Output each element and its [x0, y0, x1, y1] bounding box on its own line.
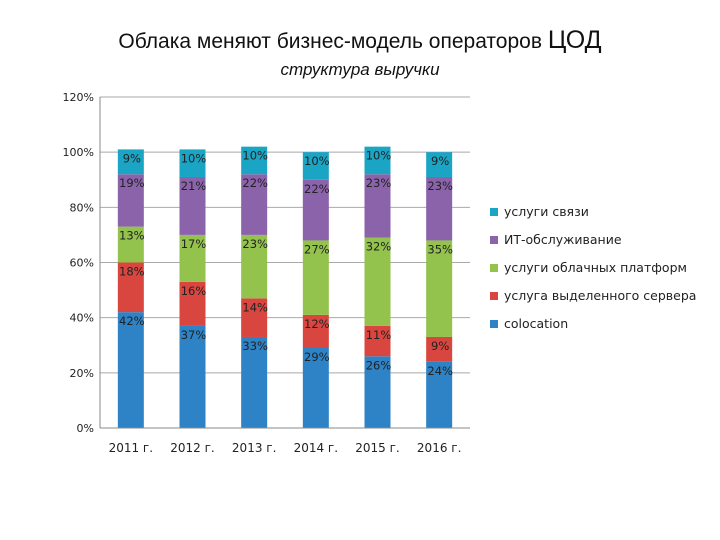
legend-swatch — [490, 292, 498, 300]
data-label: 10% — [304, 154, 330, 168]
slide-title: Облака меняют бизнес-модель операторов Ц… — [0, 26, 720, 55]
bar-segment — [302, 314, 329, 349]
data-label: 35% — [427, 242, 453, 256]
data-label: 11% — [366, 328, 392, 342]
data-label: 21% — [181, 179, 207, 193]
bar-segment — [364, 174, 391, 238]
x-tick-label: 2012 г. — [170, 441, 214, 455]
bar-segment — [302, 348, 329, 428]
legend-label: услуги связи — [504, 204, 589, 219]
bar-segment — [426, 361, 453, 428]
y-tick-label: 60% — [70, 257, 94, 270]
data-label: 18% — [119, 265, 145, 279]
data-label: 12% — [304, 317, 330, 331]
bar-segment — [426, 336, 453, 362]
x-tick-label: 2015 г. — [355, 441, 399, 455]
data-label: 29% — [304, 350, 330, 364]
bar-segment — [179, 281, 206, 326]
y-tick-label: 100% — [63, 146, 94, 159]
bar-segment — [364, 237, 391, 326]
y-tick-label: 20% — [70, 367, 94, 380]
legend-swatch — [490, 208, 498, 216]
data-label: 33% — [242, 339, 268, 353]
data-label: 10% — [242, 149, 268, 163]
bar-segment — [426, 240, 453, 337]
data-label: 26% — [366, 358, 392, 372]
bar-segment — [179, 325, 206, 428]
x-tick-label: 2016 г. — [417, 441, 461, 455]
data-label: 17% — [181, 237, 207, 251]
bar-segment — [241, 336, 268, 428]
data-label: 22% — [304, 182, 330, 196]
data-label: 32% — [366, 240, 392, 254]
bar-segment — [179, 149, 206, 177]
bar-segment — [117, 174, 144, 227]
y-tick-label: 0% — [77, 422, 94, 435]
bar-segment — [426, 152, 453, 177]
bar-segment — [241, 234, 268, 299]
legend-swatch — [490, 320, 498, 328]
data-label: 24% — [427, 364, 453, 378]
bar-segment — [426, 176, 453, 241]
bar-segment — [179, 176, 206, 235]
data-label: 14% — [242, 300, 268, 314]
bar-segment — [241, 298, 268, 337]
data-label: 9% — [431, 339, 449, 353]
bar-segment — [117, 262, 144, 313]
data-label: 23% — [366, 176, 392, 190]
y-tick-label: 40% — [70, 312, 94, 325]
legend-label: ИТ-обслуживание — [504, 232, 622, 247]
data-label: 23% — [427, 179, 453, 193]
bar-segment — [364, 325, 391, 357]
data-label: 37% — [181, 328, 207, 342]
bar-segment — [241, 146, 268, 175]
legend-label: colocation — [504, 316, 568, 331]
bar-segment — [364, 356, 391, 428]
legend-label: услуга выделенного сервера — [504, 288, 696, 303]
data-label: 27% — [304, 242, 330, 256]
legend-swatch — [490, 236, 498, 244]
y-tick-label: 120% — [63, 91, 94, 104]
bar-segment — [117, 312, 144, 428]
data-label: 42% — [119, 314, 145, 328]
bar-segment — [117, 149, 144, 175]
x-tick-label: 2013 г. — [232, 441, 276, 455]
data-label: 16% — [181, 284, 207, 298]
data-label: 19% — [119, 176, 145, 190]
data-label: 23% — [242, 237, 268, 251]
x-tick-label: 2011 г. — [109, 441, 153, 455]
data-label: 13% — [119, 229, 145, 243]
data-label: 9% — [431, 154, 449, 168]
data-label: 9% — [123, 151, 141, 165]
chart-subtitle: структура выручки — [280, 60, 440, 79]
title-main: Облака меняют бизнес-модель операторов — [118, 30, 542, 53]
legend-label: услуги облачных платформ — [504, 260, 687, 275]
y-tick-label: 80% — [70, 201, 94, 214]
legend-swatch — [490, 264, 498, 272]
bar-segment — [302, 179, 329, 241]
bar-segment — [302, 152, 329, 180]
bar-segment — [117, 226, 144, 263]
data-label: 10% — [366, 149, 392, 163]
data-label: 22% — [242, 176, 268, 190]
title-tail: ЦОД — [547, 26, 602, 54]
bar-segment — [179, 234, 206, 282]
bar-segment — [241, 174, 268, 235]
bar-segment — [302, 240, 329, 315]
x-tick-label: 2014 г. — [294, 441, 338, 455]
data-label: 10% — [181, 151, 207, 165]
bar-segment — [364, 146, 391, 175]
